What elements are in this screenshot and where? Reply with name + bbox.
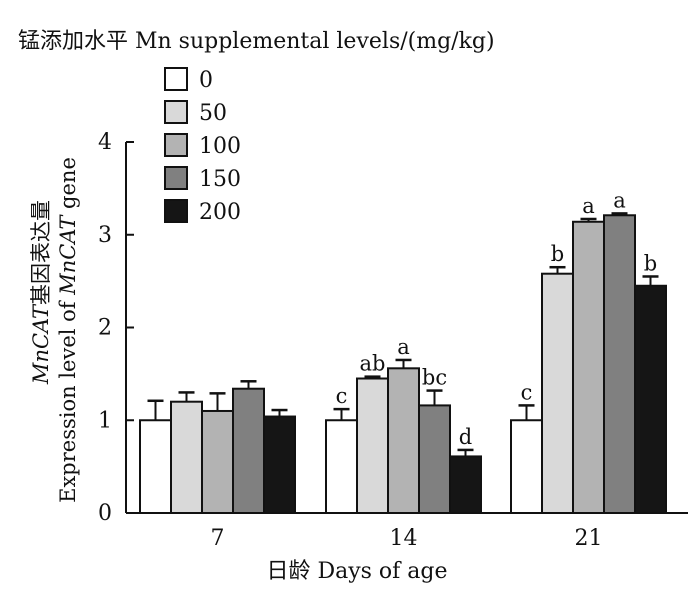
legend-swatch — [164, 199, 188, 223]
y-tick-label: 0 — [98, 501, 112, 526]
bar — [325, 419, 358, 514]
bar — [572, 220, 605, 514]
bar — [603, 214, 636, 515]
y-tick-label: 1 — [98, 408, 112, 433]
x-tick-label: 7 — [211, 526, 225, 551]
x-tick-label: 14 — [390, 526, 418, 551]
bar — [541, 272, 574, 514]
y-tick-label: 2 — [98, 316, 112, 341]
x-tick-label: 21 — [575, 526, 603, 551]
bar — [232, 387, 265, 514]
bar — [201, 409, 234, 515]
significance-letter: b — [644, 251, 657, 275]
y-tick-label: 4 — [98, 130, 112, 155]
bar — [449, 455, 482, 514]
legend-label: 100 — [199, 134, 241, 159]
bar — [356, 377, 389, 515]
significance-letter: c — [521, 380, 533, 404]
legend: 0 50 100 150 200 — [164, 67, 241, 225]
legend-title: 锰添加水平 Mn supplemental levels/(mg/kg) — [18, 29, 495, 54]
y-axis-label-line2: Expression level of MnCAT gene — [56, 157, 80, 503]
legend-label: 50 — [199, 101, 227, 126]
legend-label: 0 — [199, 68, 213, 93]
bar — [634, 284, 667, 515]
bar — [170, 400, 203, 515]
legend-label: 200 — [199, 200, 241, 225]
bar — [510, 419, 543, 514]
bar — [418, 404, 451, 514]
legend-swatch — [164, 133, 188, 157]
legend-swatch — [164, 67, 188, 91]
significance-letter: a — [613, 188, 626, 212]
x-axis: 7 14 21 — [126, 512, 688, 551]
significance-letter: c — [336, 384, 348, 408]
legend-swatch — [164, 166, 188, 190]
y-axis: 0 1 2 3 4 — [98, 130, 134, 526]
y-axis-label-line1: MnCAT基因表达量 — [29, 200, 53, 385]
legend-swatch — [164, 100, 188, 124]
bar — [387, 367, 420, 514]
significance-letter: ab — [360, 352, 386, 376]
significance-letter: d — [459, 425, 472, 449]
significance-letter: bc — [422, 366, 447, 390]
y-tick-label: 3 — [98, 223, 112, 248]
bar — [139, 419, 172, 514]
significance-letter: a — [397, 335, 410, 359]
bar — [263, 415, 296, 515]
significance-letter: a — [582, 194, 595, 218]
significance-letter: b — [551, 242, 564, 266]
legend-label: 150 — [199, 167, 241, 192]
x-axis-label: 日龄 Days of age — [266, 559, 447, 584]
